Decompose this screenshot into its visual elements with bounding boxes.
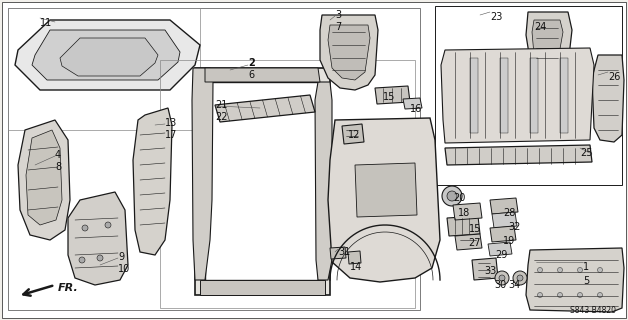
Polygon shape <box>447 216 480 236</box>
Text: 31: 31 <box>338 247 350 257</box>
Circle shape <box>105 222 111 228</box>
Circle shape <box>97 255 103 261</box>
Text: 4: 4 <box>55 150 61 160</box>
Polygon shape <box>328 25 370 80</box>
Polygon shape <box>330 247 346 259</box>
Text: 8: 8 <box>55 162 61 172</box>
Text: 12: 12 <box>348 130 360 140</box>
Text: 23: 23 <box>490 12 502 22</box>
Circle shape <box>558 268 563 273</box>
Polygon shape <box>68 192 128 285</box>
Circle shape <box>513 271 527 285</box>
Text: 32: 32 <box>508 222 521 232</box>
Text: 21: 21 <box>215 100 227 110</box>
Text: 27: 27 <box>468 238 480 248</box>
Text: 11: 11 <box>40 18 52 28</box>
Polygon shape <box>403 98 422 109</box>
Text: 19: 19 <box>503 236 515 246</box>
Circle shape <box>495 271 509 285</box>
Polygon shape <box>200 280 325 295</box>
Polygon shape <box>215 95 315 122</box>
Text: 13: 13 <box>165 118 177 128</box>
Polygon shape <box>490 198 518 214</box>
Text: 22: 22 <box>215 112 227 122</box>
Polygon shape <box>455 234 482 250</box>
Polygon shape <box>342 124 364 144</box>
Text: 16: 16 <box>410 104 422 114</box>
Text: 17: 17 <box>165 130 177 140</box>
Text: S843 B4820: S843 B4820 <box>570 306 616 315</box>
Circle shape <box>538 268 543 273</box>
Text: 5: 5 <box>583 276 589 286</box>
Polygon shape <box>328 118 440 282</box>
Text: 6: 6 <box>248 70 254 80</box>
Polygon shape <box>592 55 624 142</box>
Polygon shape <box>15 20 200 90</box>
Text: 15: 15 <box>469 224 482 234</box>
Polygon shape <box>445 145 592 165</box>
Bar <box>500 58 508 133</box>
Text: 1: 1 <box>583 262 589 272</box>
Circle shape <box>597 268 602 273</box>
Text: 10: 10 <box>118 264 130 274</box>
Text: 24: 24 <box>534 22 546 32</box>
Polygon shape <box>205 68 320 82</box>
Circle shape <box>447 191 457 201</box>
Circle shape <box>79 257 85 263</box>
Polygon shape <box>195 68 330 295</box>
Text: 2: 2 <box>248 58 255 68</box>
Text: FR.: FR. <box>58 283 78 293</box>
Polygon shape <box>18 120 70 240</box>
Polygon shape <box>532 20 563 65</box>
Polygon shape <box>526 12 572 72</box>
Text: 15: 15 <box>383 92 396 102</box>
Circle shape <box>578 268 583 273</box>
Text: 29: 29 <box>495 250 507 260</box>
Circle shape <box>578 292 583 298</box>
Polygon shape <box>375 86 410 104</box>
Text: 7: 7 <box>335 22 341 32</box>
Polygon shape <box>133 108 172 255</box>
Text: 18: 18 <box>458 208 470 218</box>
Polygon shape <box>453 203 482 220</box>
Bar <box>560 58 568 133</box>
Bar <box>530 58 538 133</box>
Polygon shape <box>26 130 62 225</box>
Text: 30: 30 <box>494 280 506 290</box>
Text: 28: 28 <box>503 208 516 218</box>
Polygon shape <box>492 212 517 228</box>
Text: 20: 20 <box>453 193 465 203</box>
Polygon shape <box>472 258 498 280</box>
Text: 3: 3 <box>335 10 341 20</box>
Circle shape <box>517 275 523 281</box>
Bar <box>470 58 478 133</box>
Circle shape <box>597 292 602 298</box>
Polygon shape <box>192 68 213 280</box>
Polygon shape <box>441 48 594 143</box>
Text: 26: 26 <box>608 72 620 82</box>
Text: 33: 33 <box>484 266 496 276</box>
Polygon shape <box>32 30 180 80</box>
Polygon shape <box>526 248 624 312</box>
Polygon shape <box>490 226 516 242</box>
Polygon shape <box>355 163 417 217</box>
Polygon shape <box>488 242 512 256</box>
Circle shape <box>442 186 462 206</box>
Circle shape <box>538 292 543 298</box>
Text: 34: 34 <box>508 280 520 290</box>
Polygon shape <box>320 15 378 90</box>
Polygon shape <box>205 82 318 280</box>
Polygon shape <box>348 251 361 264</box>
Text: 25: 25 <box>580 148 592 158</box>
Text: 14: 14 <box>350 262 362 272</box>
Circle shape <box>82 225 88 231</box>
Circle shape <box>499 275 505 281</box>
Text: 9: 9 <box>118 252 124 262</box>
Polygon shape <box>315 82 332 280</box>
Polygon shape <box>60 38 158 76</box>
Circle shape <box>558 292 563 298</box>
